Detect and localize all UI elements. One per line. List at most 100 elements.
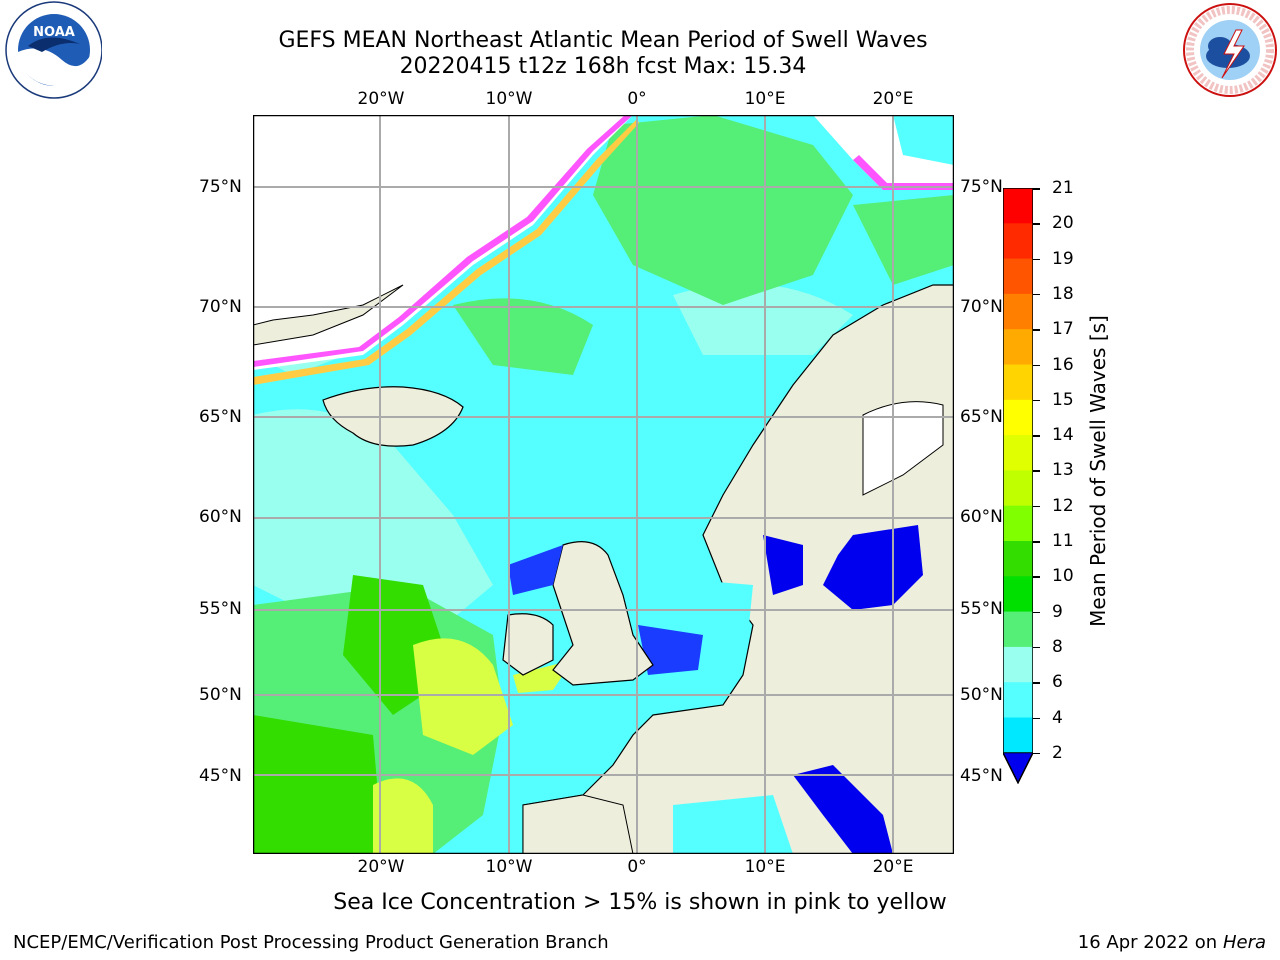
footer-date-text: 16 Apr 2022 on (1077, 932, 1223, 953)
colorbar-extend-triangle (1002, 752, 1034, 784)
colorbar-ticks: 21 20 19 18 17 16 15 14 13 12 11 10 9 8 6 4 2 (1033, 178, 1100, 778)
map-svg (252, 114, 955, 855)
lat-label-left-65n: 65°N (199, 407, 242, 427)
colorbar-tick-label: 20 (1052, 213, 1074, 234)
lat-label-left-60n: 60°N (199, 507, 242, 527)
adriatic-sea (793, 765, 893, 854)
graticule (253, 115, 954, 854)
colorbar-bin (1003, 188, 1033, 224)
footer-host: Hera (1222, 932, 1266, 953)
colorbar-bin (1003, 717, 1033, 754)
colorbar-tick-mark (1033, 752, 1040, 755)
lat-label-left-50n: 50°N (199, 685, 242, 705)
gulf-of-bothnia (862, 401, 944, 496)
colorbar-tick-mark (1033, 541, 1040, 543)
colorbar-tick-label: 9 (1052, 601, 1063, 622)
ocean-period-11-b (253, 715, 383, 854)
colorbar-tick-mark (1033, 505, 1040, 508)
colorbar-bin (1003, 576, 1033, 613)
colorbar-tick-mark (1033, 646, 1040, 649)
map-panel (252, 114, 955, 855)
map-frame (252, 114, 955, 855)
lat-label-right-65n: 65°N (960, 407, 1003, 427)
colorbar-outline (1002, 187, 1034, 785)
colorbar-tick-label: 10 (1052, 566, 1074, 587)
ice-note: Sea Ice Concentration > 15% is shown in … (333, 890, 947, 915)
colorbar (1002, 187, 1034, 785)
lon-label-bottom-10w: 10°W (485, 857, 533, 877)
lon-label-bottom-20e: 20°E (872, 857, 914, 877)
lat-label-right-55n: 55°N (960, 599, 1003, 619)
colorbar-tick-mark (1033, 682, 1040, 684)
hebrides-sea (508, 545, 563, 595)
lon-label-bottom-20w: 20°W (357, 857, 405, 877)
ireland (502, 613, 554, 676)
colorbar-label: Mean Period of Swell Waves [s] (1086, 315, 1110, 627)
colorbar-bin (1003, 223, 1033, 260)
mediterranean (673, 795, 793, 854)
noaa-logo: NOAA (2, 0, 103, 100)
lat-label-right-70n: 70°N (960, 297, 1003, 317)
lon-label-bottom-0: 0° (627, 857, 647, 877)
colorbar-bin (1003, 682, 1033, 718)
colorbar-tick-mark (1033, 470, 1040, 472)
ocean-period-13-14-b (373, 778, 433, 854)
kattegat (763, 535, 803, 595)
colorbar-bin (1003, 646, 1033, 683)
colorbar-tick-label: 13 (1052, 460, 1074, 481)
noaa-logo-text: NOAA (33, 25, 75, 40)
lat-label-left-70n: 70°N (199, 297, 242, 317)
colorbar-bin (1003, 435, 1033, 471)
greenland-coast (252, 284, 404, 346)
footer-credit: NCEP/EMC/Verification Post Processing Pr… (13, 932, 609, 953)
colorbar-bin (1003, 258, 1033, 295)
colorbar-tick-mark (1033, 611, 1040, 614)
colorbar-bin (1003, 541, 1033, 577)
lat-label-right-45n: 45°N (960, 766, 1003, 786)
colorbar-svg (1002, 187, 1034, 785)
colorbar-tick-label: 19 (1052, 248, 1074, 269)
lon-label-top-20w: 20°W (357, 89, 405, 109)
lon-label-top-10e: 10°E (744, 89, 786, 109)
colorbar-bin (1003, 329, 1033, 365)
colorbar-tick-mark (1033, 399, 1040, 402)
colorbar-bin (1003, 611, 1033, 648)
colorbar-tick-mark (1033, 188, 1040, 190)
colorbar-bin (1003, 470, 1033, 507)
lon-label-top-10w: 10°W (485, 89, 533, 109)
colorbar-tick-label: 18 (1052, 283, 1074, 304)
footer-date: 16 Apr 2022 on Hera (1078, 932, 1266, 953)
ocean-period-9-10 (593, 115, 853, 305)
colorbar-tick-label: 14 (1052, 425, 1074, 446)
colorbar-tick-mark (1033, 329, 1040, 331)
great-britain (552, 541, 654, 686)
lat-label-left-55n: 55°N (199, 599, 242, 619)
colorbar-bin (1003, 293, 1033, 330)
ocean-period-9-10-c (853, 195, 954, 285)
colorbar-tick-label: 8 (1052, 636, 1063, 657)
ocean-period-13-14 (413, 638, 513, 755)
colorbar-tick-mark (1033, 293, 1040, 296)
lat-label-left-45n: 45°N (199, 766, 242, 786)
nws-logo (1178, 0, 1280, 100)
lon-label-top-20e: 20°E (872, 89, 914, 109)
north-sea-south (638, 625, 703, 675)
iberia (522, 794, 634, 855)
ocean-period-9-10-b (453, 298, 593, 375)
svalbard-ice (813, 115, 954, 190)
colorbar-tick-label: 2 (1052, 742, 1063, 763)
colorbar-tick-label: 15 (1052, 389, 1074, 410)
colorbar-bin (1003, 399, 1033, 436)
lon-label-top-0: 0° (627, 89, 647, 109)
colorbar-tick-mark (1033, 223, 1040, 225)
colorbar-tick-mark (1033, 435, 1040, 437)
ocean-period-8-9 (253, 409, 493, 635)
colorbar-bin (1003, 364, 1033, 401)
lat-label-right-75n: 75°N (960, 177, 1003, 197)
chart-subtitle: 20220415 t12z 168h fcst Max: 15.34 (399, 54, 807, 79)
svalbard-ice-edge (853, 155, 954, 190)
colorbar-tick-mark (1033, 364, 1040, 366)
lat-label-right-60n: 60°N (960, 507, 1003, 527)
colorbar-tick-label: 16 (1052, 354, 1074, 375)
colorbar-bin (1003, 505, 1033, 542)
